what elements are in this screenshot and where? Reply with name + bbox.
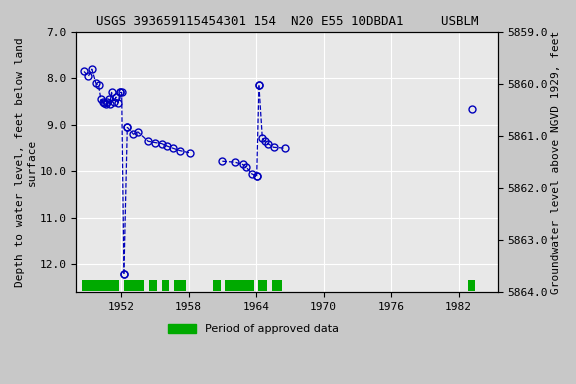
Bar — [174, 280, 187, 291]
Bar — [82, 280, 119, 291]
Bar — [272, 280, 282, 291]
Bar — [225, 280, 254, 291]
Legend: Period of approved data: Period of approved data — [164, 319, 343, 339]
Bar — [213, 280, 221, 291]
Bar — [149, 280, 157, 291]
Bar — [259, 280, 267, 291]
Bar — [468, 280, 476, 291]
Y-axis label: Groundwater level above NGVD 1929, feet: Groundwater level above NGVD 1929, feet — [551, 31, 561, 294]
Y-axis label: Depth to water level, feet below land
surface: Depth to water level, feet below land su… — [15, 37, 37, 287]
Title: USGS 393659115454301 154  N20 E55 10DBDA1     USBLM: USGS 393659115454301 154 N20 E55 10DBDA1… — [96, 15, 478, 28]
Bar — [162, 280, 169, 291]
Bar — [124, 280, 143, 291]
